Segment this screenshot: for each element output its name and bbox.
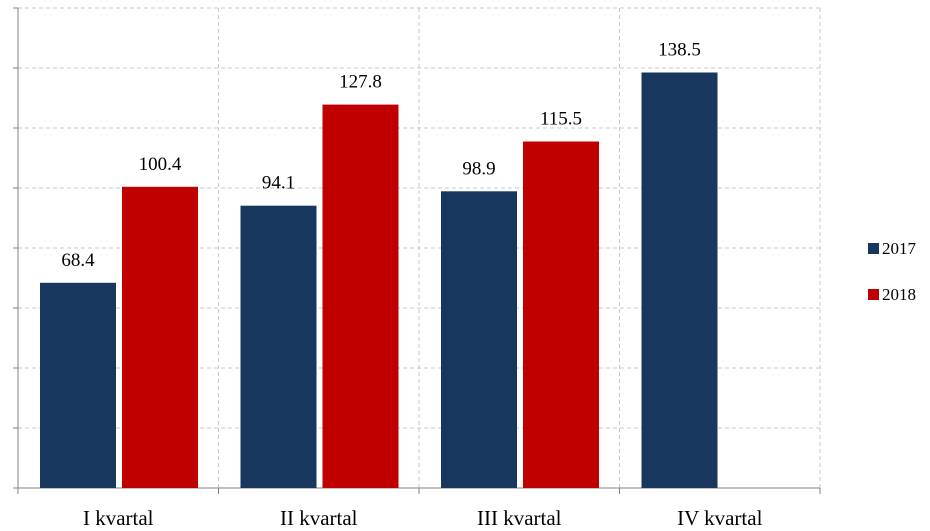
category-label: II kvartal [280, 506, 358, 530]
bar-2018-1 [122, 186, 198, 489]
legend-swatch [868, 243, 879, 254]
data-label-2018-3: 115.5 [540, 109, 582, 130]
data-label-2018-2: 127.8 [339, 72, 382, 93]
data-label-2017-3: 98.9 [462, 158, 495, 179]
legend-item-2018: 2018 [868, 285, 916, 304]
legend: 2017 2018 [868, 239, 917, 304]
legend-label: 2018 [882, 285, 916, 304]
bars [40, 72, 718, 489]
category-label: III kvartal [477, 506, 562, 530]
legend-label: 2017 [882, 239, 917, 258]
data-label-2018-1: 100.4 [139, 154, 182, 175]
bar-2017-2 [240, 205, 317, 488]
data-labels: 68.4 94.1 98.9 138.5 100.4 127.8 115.5 [61, 40, 701, 271]
bar-2017-4 [641, 72, 718, 488]
legend-swatch [868, 289, 879, 300]
data-label-2017-2: 94.1 [262, 173, 295, 194]
bar-2017-1 [40, 282, 116, 488]
data-label-2017-4: 138.5 [658, 40, 701, 61]
bar-2017-3 [441, 191, 517, 489]
bar-2018-2 [322, 104, 399, 488]
data-label-2017-1: 68.4 [61, 250, 95, 271]
legend-item-2017: 2017 [868, 239, 917, 258]
category-label: I kvartal [83, 506, 154, 530]
category-labels: I kvartal II kvartal III kvartal IV kvartal [83, 506, 763, 530]
bar-2018-3 [523, 141, 599, 488]
category-label: IV kvartal [677, 506, 762, 530]
